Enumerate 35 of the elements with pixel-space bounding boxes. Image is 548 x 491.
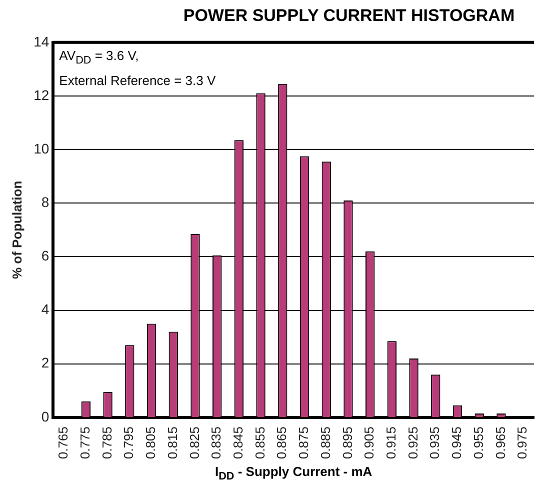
x-tick-label: 0.945 (449, 426, 464, 460)
x-tick-label: 0.765 (56, 426, 71, 460)
y-axis-title: % of Population (9, 180, 24, 280)
y-tick-label: 0 (41, 408, 50, 424)
x-tick-label: 0.815 (164, 426, 180, 460)
y-tick-label: 8 (41, 194, 50, 210)
y-tick-label: 6 (41, 248, 50, 264)
x-axis-title: I$_{DD}$ - Supply Current - mA (214, 464, 374, 483)
y-tick-label: 10 (34, 140, 50, 156)
y-tick-label: 2 (41, 354, 50, 371)
y-tick-label: 12 (34, 86, 50, 103)
x-tick-label: 0.925 (405, 426, 420, 460)
x-tick-label: 0.865 (274, 426, 290, 460)
x-tick-label: 0.875 (296, 426, 312, 460)
x-tick-label: 0.845 (230, 426, 246, 460)
x-tick-label: 0.825 (186, 426, 202, 460)
x-tick-label: 0.895 (340, 426, 355, 460)
x-tick-label: 0.785 (99, 426, 114, 460)
x-tick-label: 0.905 (362, 426, 377, 460)
x-tick-label: 0.795 (121, 426, 136, 460)
y-tick-label: 4 (41, 301, 50, 318)
x-tick-label: 0.915 (384, 426, 399, 460)
annotation: AV$_{DD}$ = 3.6 V, (59, 47, 140, 69)
x-tick-label: 0.955 (470, 426, 486, 460)
x-tick-label: 0.975 (514, 426, 530, 460)
chart-title: POWER SUPPLY CURRENT HISTOGRAM (182, 6, 516, 26)
x-tick-label: 0.965 (492, 426, 508, 460)
x-tick-label: 0.835 (208, 426, 224, 460)
x-tick-label: 0.935 (427, 426, 442, 460)
x-tick-label: 0.885 (318, 426, 333, 460)
x-tick-label: 0.775 (78, 426, 93, 460)
x-tick-label: 0.855 (252, 426, 268, 460)
y-tick-label: 14 (34, 33, 50, 50)
x-tick-label: 0.805 (143, 426, 158, 460)
annotation: External Reference = 3.3 V (59, 72, 216, 90)
